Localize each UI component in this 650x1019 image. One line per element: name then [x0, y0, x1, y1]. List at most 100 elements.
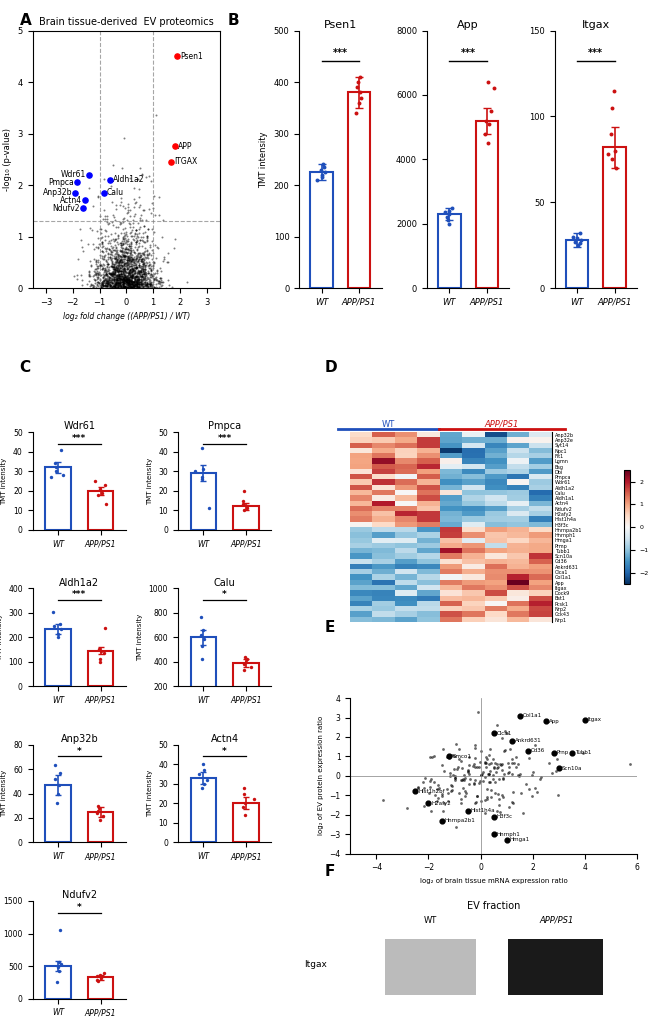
Point — [150, 269, 160, 285]
Point — [480, 805, 491, 821]
Point — [110, 262, 120, 278]
Point — [125, 273, 136, 289]
Point — [129, 238, 140, 255]
Bar — [476, 120, 498, 288]
Point — [92, 971, 102, 987]
Point — [113, 273, 124, 289]
Point — [128, 262, 138, 278]
Point — [103, 245, 113, 261]
Point — [144, 201, 154, 217]
Point — [112, 246, 123, 262]
Point — [111, 276, 122, 292]
Point — [113, 269, 124, 285]
Point — [112, 272, 123, 288]
Point — [109, 266, 120, 282]
Text: Clca1: Clca1 — [497, 731, 512, 736]
Point — [140, 276, 151, 292]
Point — [107, 214, 117, 230]
Point — [146, 276, 156, 292]
Point — [119, 271, 129, 287]
Point — [145, 274, 155, 290]
Point — [144, 279, 155, 296]
Point — [134, 269, 144, 285]
Point — [89, 473, 99, 489]
Point — [138, 278, 148, 294]
Point — [99, 964, 109, 980]
Point — [144, 274, 154, 290]
Point — [486, 789, 497, 805]
Point — [104, 276, 114, 292]
Point — [132, 277, 142, 293]
Point — [114, 274, 124, 290]
Point — [107, 274, 118, 290]
Point — [121, 269, 131, 285]
Point — [101, 267, 112, 283]
Point — [110, 278, 120, 294]
Point — [126, 224, 136, 240]
Point — [130, 263, 140, 279]
Point — [120, 240, 131, 257]
Point — [109, 278, 120, 294]
Point — [101, 252, 112, 268]
Title: App: App — [457, 19, 479, 30]
Point — [127, 212, 138, 228]
Point — [488, 725, 499, 741]
Point — [111, 249, 122, 265]
Point — [118, 231, 128, 248]
Point — [133, 264, 144, 280]
Point — [151, 269, 162, 285]
Point — [105, 276, 115, 292]
Point — [116, 249, 126, 265]
Point — [432, 793, 443, 809]
Point — [120, 268, 130, 284]
Point — [443, 793, 454, 809]
Point — [131, 277, 142, 293]
Point — [92, 270, 103, 286]
Point — [98, 278, 109, 294]
Point — [122, 265, 133, 281]
Point — [105, 249, 115, 265]
Point — [143, 279, 153, 296]
Point — [102, 274, 112, 290]
Point — [120, 252, 131, 268]
Point — [109, 251, 120, 267]
Point — [116, 278, 126, 294]
Point — [133, 170, 144, 186]
Point — [472, 759, 482, 775]
Point — [120, 255, 131, 271]
Point — [317, 166, 328, 182]
Point — [114, 254, 124, 270]
Point — [116, 252, 126, 268]
Point — [116, 257, 126, 273]
Point — [469, 750, 480, 766]
Point — [481, 749, 491, 765]
Point — [131, 279, 142, 296]
Point — [488, 81, 499, 97]
Point — [100, 279, 110, 296]
Point — [197, 439, 207, 455]
Point — [135, 273, 146, 289]
Point — [128, 273, 138, 289]
Point — [142, 229, 152, 246]
Point — [99, 267, 110, 283]
Point — [114, 267, 124, 283]
Point — [98, 269, 108, 285]
Point — [126, 271, 136, 287]
Point — [111, 274, 122, 290]
Text: ***: *** — [333, 48, 348, 58]
Point — [156, 272, 166, 288]
Point — [72, 271, 82, 287]
Point — [447, 200, 457, 216]
Point — [126, 253, 136, 269]
Point — [124, 263, 134, 279]
Point — [108, 275, 118, 291]
Point — [170, 231, 180, 248]
Point — [140, 264, 150, 280]
Point — [440, 204, 450, 220]
Point — [140, 251, 151, 267]
Point — [98, 274, 109, 290]
Point — [99, 645, 109, 661]
Point — [125, 262, 136, 278]
Point — [139, 265, 150, 281]
Point — [124, 253, 135, 269]
